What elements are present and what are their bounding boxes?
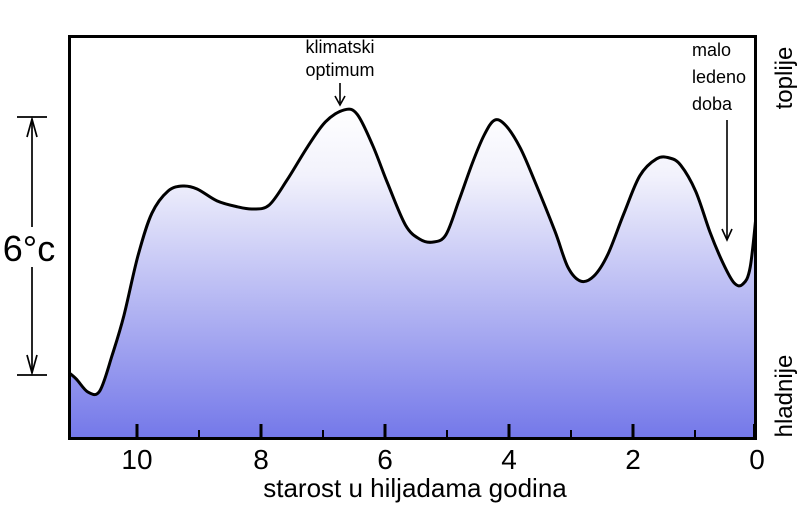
x-axis-title: starost u hiljadama godina xyxy=(263,473,567,503)
x-tick-label-2: 2 xyxy=(625,444,641,475)
x-tick-label-0: 0 xyxy=(749,444,765,475)
x-tick-label-6: 6 xyxy=(377,444,393,475)
climatic-optimum-label: klimatski optimum xyxy=(305,37,375,80)
temperature-span-arrow-icon xyxy=(17,115,47,377)
little-ice-age-arrow-icon xyxy=(721,120,733,242)
x-tick-label-4: 4 xyxy=(501,444,517,475)
temperature-area-fill xyxy=(68,109,757,440)
x-tick-label-8: 8 xyxy=(253,444,269,475)
warmer-label: toplije xyxy=(771,46,798,110)
little-ice-age-label: malo ledeno doba xyxy=(692,40,747,114)
temperature-curve xyxy=(68,107,757,397)
temperature-span-label: 6°c xyxy=(2,228,56,269)
climatic-optimum-arrow-icon xyxy=(334,83,346,107)
colder-label: hladnije xyxy=(771,354,798,438)
plot-area xyxy=(68,35,757,440)
plot-border xyxy=(68,35,757,440)
x-tick-label-10: 10 xyxy=(121,444,153,475)
